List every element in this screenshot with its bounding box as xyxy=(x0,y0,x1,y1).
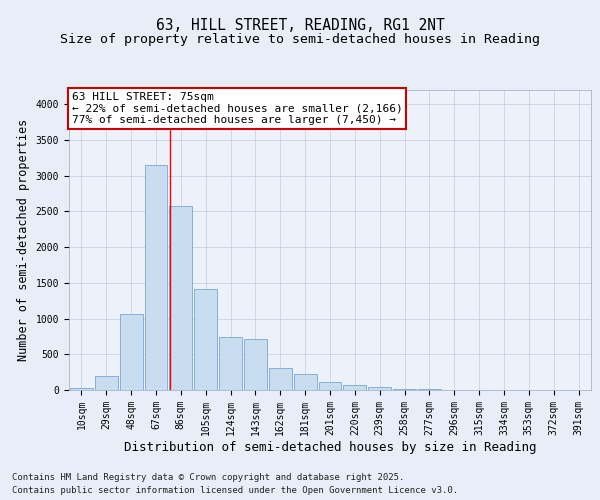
Y-axis label: Number of semi-detached properties: Number of semi-detached properties xyxy=(17,119,30,361)
Bar xyxy=(70,388,93,390)
Bar xyxy=(95,376,118,390)
Bar xyxy=(343,386,366,390)
Bar xyxy=(319,382,341,390)
Bar xyxy=(269,368,292,390)
Text: 63 HILL STREET: 75sqm
← 22% of semi-detached houses are smaller (2,166)
77% of s: 63 HILL STREET: 75sqm ← 22% of semi-deta… xyxy=(71,92,403,124)
Bar xyxy=(368,388,391,390)
Text: Contains public sector information licensed under the Open Government Licence v3: Contains public sector information licen… xyxy=(12,486,458,495)
Text: Size of property relative to semi-detached houses in Reading: Size of property relative to semi-detach… xyxy=(60,32,540,46)
Bar xyxy=(294,374,317,390)
Bar xyxy=(244,338,267,390)
X-axis label: Distribution of semi-detached houses by size in Reading: Distribution of semi-detached houses by … xyxy=(124,440,536,454)
Text: Contains HM Land Registry data © Crown copyright and database right 2025.: Contains HM Land Registry data © Crown c… xyxy=(12,472,404,482)
Bar xyxy=(169,206,192,390)
Bar xyxy=(120,314,143,390)
Bar xyxy=(194,290,217,390)
Bar xyxy=(219,337,242,390)
Text: 63, HILL STREET, READING, RG1 2NT: 63, HILL STREET, READING, RG1 2NT xyxy=(155,18,445,32)
Bar xyxy=(145,165,167,390)
Bar xyxy=(393,388,416,390)
